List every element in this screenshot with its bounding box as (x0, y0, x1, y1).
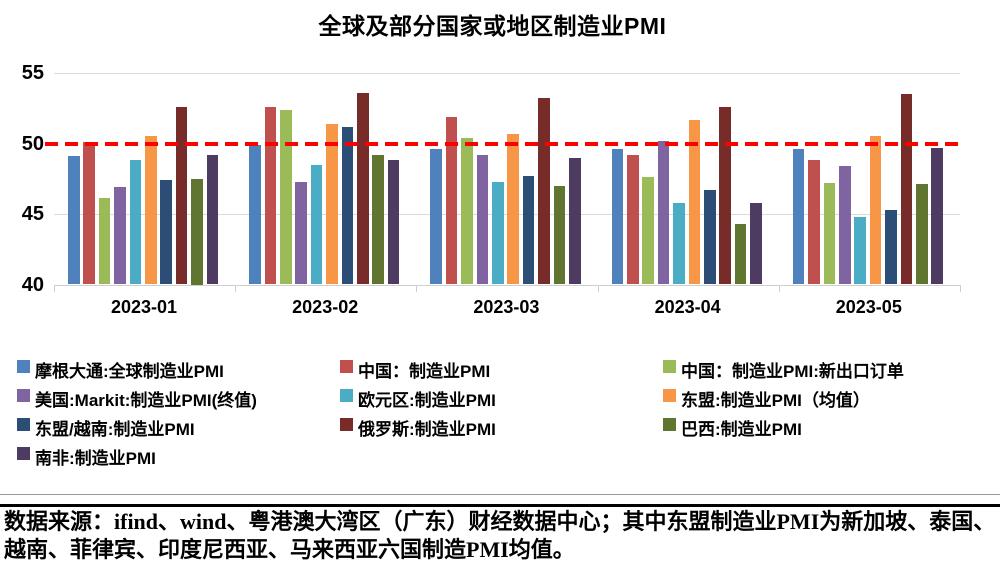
chart-legend: 摩根大通:全球制造业PMI 中国：制造业PMI 中国：制造业PMI:新出口订单美国:… (0, 350, 1000, 470)
bar-2023-05-s6 (885, 209, 897, 285)
x-axis-tick-label: 2023-02 (292, 297, 359, 317)
bar-2023-02-s8 (372, 154, 384, 285)
bar-2023-03-s5 (507, 133, 519, 285)
bar-2023-04-s9 (750, 202, 762, 285)
legend-swatch (663, 389, 676, 402)
bar-2023-01-s9 (206, 154, 219, 285)
bar-2023-05-s0 (792, 149, 805, 285)
bar-2023-04-s4 (673, 202, 685, 285)
y-axis-tick-label: 40 (21, 273, 44, 296)
bar-2023-02-s2 (280, 109, 292, 285)
bar-2023-03-s6 (522, 175, 535, 285)
legend-label: 中国：制造业PMI (358, 362, 491, 381)
bar-2023-04-s5 (688, 119, 701, 285)
bar-2023-04-s7 (719, 106, 731, 285)
bar-2023-05-s4 (854, 216, 866, 285)
x-axis-tick-mark (960, 284, 961, 292)
legend-swatch (340, 389, 353, 402)
bar-2023-05-s9 (931, 147, 943, 285)
legend-swatch (340, 418, 353, 431)
bar-2023-04-s8 (734, 223, 747, 285)
x-axis-tick-mark (597, 284, 599, 292)
legend-label: 中国：制造业PMI:新出口订单 (681, 362, 904, 381)
bar-2023-02-s6 (341, 126, 354, 285)
plot-area: 40 45 50 55 2023-01 2023-02 2023-03 2023-04 2023… (21, 62, 961, 317)
bar-2023-05-s7 (900, 94, 913, 285)
gridline (54, 214, 960, 215)
bar-2023-02-s9 (387, 160, 400, 285)
bar-2023-04-s0 (611, 149, 624, 285)
chart-title: 全球及部分国家或地区制造业PMI (318, 13, 667, 39)
legend-swatch (17, 447, 30, 460)
legend-swatch (663, 360, 676, 373)
bar-2023-05-s3 (839, 166, 851, 285)
bar-2023-02-s5 (326, 123, 338, 285)
bar-2023-03-s4 (492, 181, 504, 285)
bar-2023-02-s7 (357, 92, 369, 285)
legend-swatch (17, 418, 30, 431)
bar-2023-02-s0 (249, 144, 261, 285)
x-axis-tick-label: 2023-04 (654, 297, 721, 317)
bar-2023-02-s1 (264, 106, 277, 285)
x-axis-tick-label: 2023-03 (473, 297, 540, 317)
legend-swatch (17, 360, 30, 373)
bar-2023-04-s1 (627, 154, 639, 285)
legend-label: 摩根大通:全球制造业PMI (35, 362, 224, 381)
x-axis-tick-label: 2023-01 (110, 297, 178, 317)
legend-label: 俄罗斯:制造业PMI (358, 420, 496, 439)
reference-line-50 (45, 141, 958, 146)
bar-2023-03-s2 (461, 137, 473, 285)
bar-2023-04-s3 (657, 140, 670, 285)
divider-line-thick (0, 504, 1000, 507)
legend-label: 南非:制造业PMI (35, 449, 156, 468)
divider-line-thin (0, 494, 1000, 495)
bar-2023-02-s4 (310, 164, 323, 285)
bar-2023-01-s6 (160, 180, 172, 285)
x-axis-line (54, 284, 960, 286)
bar-2023-01-s5 (145, 136, 157, 285)
y-axis-tick-label: 45 (21, 203, 44, 225)
bar-2023-01-s1 (83, 142, 95, 285)
bar-2023-01-s3 (114, 187, 126, 285)
bar-2023-01-s2 (98, 198, 111, 285)
bar-2023-03-s8 (553, 185, 566, 285)
bar-2023-05-s8 (916, 184, 928, 285)
bar-2023-01-s8 (191, 178, 203, 285)
bar-2023-03-s3 (476, 154, 489, 285)
bar-2023-03-s1 (445, 116, 458, 285)
x-axis-tick-mark (235, 284, 237, 292)
x-axis-tick-label: 2023-05 (835, 297, 902, 317)
bar-2023-04-s2 (642, 177, 654, 285)
bar-2023-04-s6 (704, 190, 716, 285)
bar-2023-03-s9 (569, 157, 581, 285)
bar-2023-05-s1 (808, 160, 820, 285)
gridline (54, 73, 960, 74)
legend-label: 东盟:制造业PMI（均值） (681, 391, 870, 410)
bar-2023-01-s7 (175, 106, 188, 285)
bar-2023-03-s7 (538, 98, 550, 285)
bar-2023-03-s0 (430, 149, 442, 285)
legend-swatch (340, 360, 353, 373)
legend-swatch (663, 418, 676, 431)
data-source-note: 数据来源：ifind、wind、粤港澳大湾区（广东）财经数据中心；其中东盟制造业… (4, 509, 996, 562)
y-axis-tick-label: 50 (21, 132, 44, 155)
x-axis-tick-mark (54, 284, 55, 292)
legend-label: 巴西:制造业PMI (681, 420, 802, 439)
bar-2023-01-s4 (129, 160, 142, 285)
bar-2023-02-s3 (295, 181, 307, 285)
legend-label: 东盟/越南:制造业PMI (35, 420, 195, 439)
x-axis-tick-mark (416, 284, 418, 292)
legend-label: 美国:Markit:制造业PMI(终值) (35, 391, 257, 410)
x-axis-tick-mark (778, 284, 780, 292)
legend-label: 欧元区:制造业PMI (358, 391, 496, 410)
bar-2023-05-s2 (823, 182, 836, 285)
bar-2023-05-s5 (869, 136, 882, 285)
y-axis-tick-label: 55 (21, 62, 44, 84)
bar-2023-01-s0 (68, 156, 80, 285)
legend-swatch (17, 389, 30, 402)
